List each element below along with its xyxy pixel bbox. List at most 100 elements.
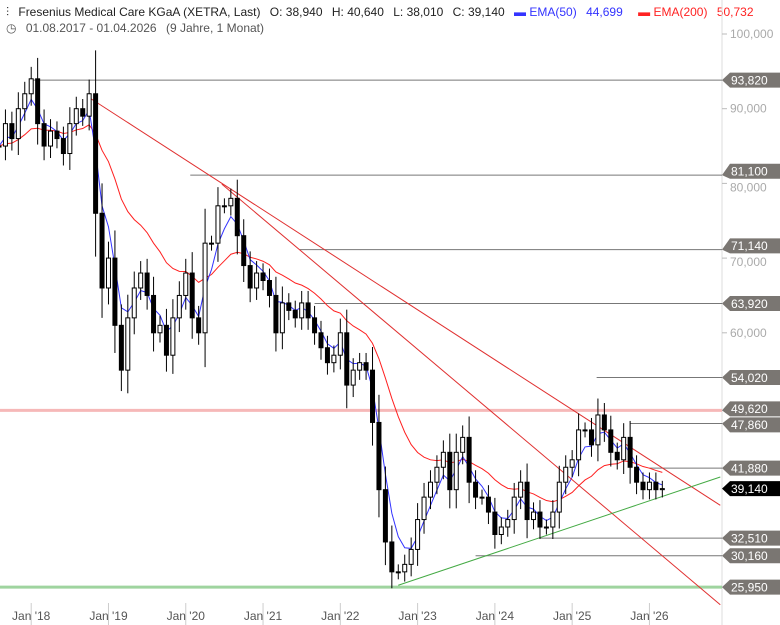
y-tick-label: 70,000 xyxy=(730,255,767,269)
candle-body xyxy=(402,563,408,573)
date-range: ◷ 01.08.2017 - 01.04.2026 (9 Jahre, 1 Mo… xyxy=(6,21,270,35)
level-label: 81,100 xyxy=(731,165,768,179)
ema200-line xyxy=(0,124,663,503)
level-label-bg xyxy=(722,530,780,546)
level-label: 49,620 xyxy=(731,402,768,416)
candle-body xyxy=(427,481,433,498)
close-value: C: 39,140 xyxy=(452,5,505,19)
low-value: L: 38,010 xyxy=(393,5,444,19)
high-value: H: 40,640 xyxy=(331,5,384,19)
level-label-bg xyxy=(722,401,780,417)
candle-body xyxy=(176,294,182,319)
candle-body xyxy=(183,272,189,296)
candle-body xyxy=(60,138,66,155)
candle-body xyxy=(601,414,607,431)
candle-body xyxy=(279,302,285,334)
candle-body xyxy=(15,108,21,140)
candle-body xyxy=(485,496,491,513)
candle-body xyxy=(640,481,646,491)
candle-body xyxy=(363,362,369,371)
candle-body xyxy=(0,145,2,148)
candle-body xyxy=(447,451,453,491)
candle-body xyxy=(492,511,498,535)
x-tick-label: Jan '26 xyxy=(630,609,669,623)
level-label-bg xyxy=(722,417,780,433)
candle-body xyxy=(434,466,440,483)
candle-body xyxy=(344,332,350,386)
level-label-bg xyxy=(722,369,780,385)
candle-body xyxy=(627,436,633,468)
candle-body xyxy=(41,123,47,147)
span-text: (9 Jahre, 1 Monat) xyxy=(165,21,264,35)
candle-body xyxy=(518,481,524,498)
candle-body xyxy=(9,123,15,140)
candle-body xyxy=(498,526,504,535)
candle-body xyxy=(440,451,446,468)
y-tick-label: 80,000 xyxy=(730,180,767,194)
candle-body xyxy=(479,496,485,499)
candle-body xyxy=(395,571,401,574)
level-label: 25,950 xyxy=(731,580,768,594)
candle-body xyxy=(331,354,337,364)
candle-body xyxy=(241,235,247,267)
candle-body xyxy=(357,362,363,371)
candle-body xyxy=(131,287,137,319)
candle-body xyxy=(28,78,34,95)
candle-body xyxy=(151,294,157,334)
candle-body xyxy=(292,309,298,319)
ema50-legend[interactable]: ▬ EMA(50) 44,699 xyxy=(514,5,623,19)
level-label: 47,860 xyxy=(731,418,768,432)
candle-body xyxy=(608,429,614,453)
candle-body xyxy=(324,347,330,364)
ema200-legend[interactable]: ▬ EMA(200) 50,732 xyxy=(638,5,754,19)
candle-body xyxy=(576,429,582,461)
candle-body xyxy=(299,302,305,319)
candle-body xyxy=(653,481,659,491)
open-value: O: 38,940 xyxy=(269,5,323,19)
level-label: 71,140 xyxy=(731,239,768,253)
level-label: 63,920 xyxy=(731,297,768,311)
level-label-bg xyxy=(722,296,780,312)
candle-body xyxy=(35,78,41,125)
candle-body xyxy=(473,481,479,498)
candle-body xyxy=(80,108,86,117)
candle-body xyxy=(254,272,260,289)
candle-body xyxy=(54,130,60,140)
candle-body xyxy=(505,519,511,528)
candle-body xyxy=(556,481,562,513)
candle-body xyxy=(48,130,54,147)
candle-body xyxy=(209,242,215,245)
candle-body xyxy=(634,466,640,483)
candle-body xyxy=(138,272,144,289)
candle-body xyxy=(105,257,111,289)
level-label: 41,880 xyxy=(731,461,768,475)
x-tick-label: Jan '21 xyxy=(244,609,283,623)
candle-body xyxy=(260,272,266,282)
ema50-line xyxy=(0,98,663,549)
level-label: 32,510 xyxy=(731,531,768,545)
current-price-label-bg xyxy=(722,481,780,497)
candle-body xyxy=(189,272,195,319)
x-tick-label: Jan '23 xyxy=(398,609,437,623)
trend-line xyxy=(221,183,721,606)
candle-body xyxy=(67,123,73,155)
x-tick-label: Jan '25 xyxy=(553,609,592,623)
candle-body xyxy=(376,421,382,491)
candle-body xyxy=(563,466,569,483)
candle-body xyxy=(286,302,292,311)
candle-body xyxy=(144,272,150,296)
x-tick-label: Jan '24 xyxy=(476,609,515,623)
indicator-icon[interactable]: ⫶ xyxy=(6,5,10,19)
instrument-title: Fresenius Medical Care KGaA (XETRA, Last… xyxy=(18,5,261,19)
level-label: 93,820 xyxy=(731,73,768,87)
candle-body xyxy=(460,436,466,453)
candle-body xyxy=(202,242,208,334)
candle-body xyxy=(659,488,665,491)
candle-body xyxy=(163,324,169,356)
candle-body xyxy=(537,511,543,528)
candle-body xyxy=(157,324,163,334)
candle-body xyxy=(93,93,99,214)
x-tick-label: Jan '18 xyxy=(12,609,51,623)
